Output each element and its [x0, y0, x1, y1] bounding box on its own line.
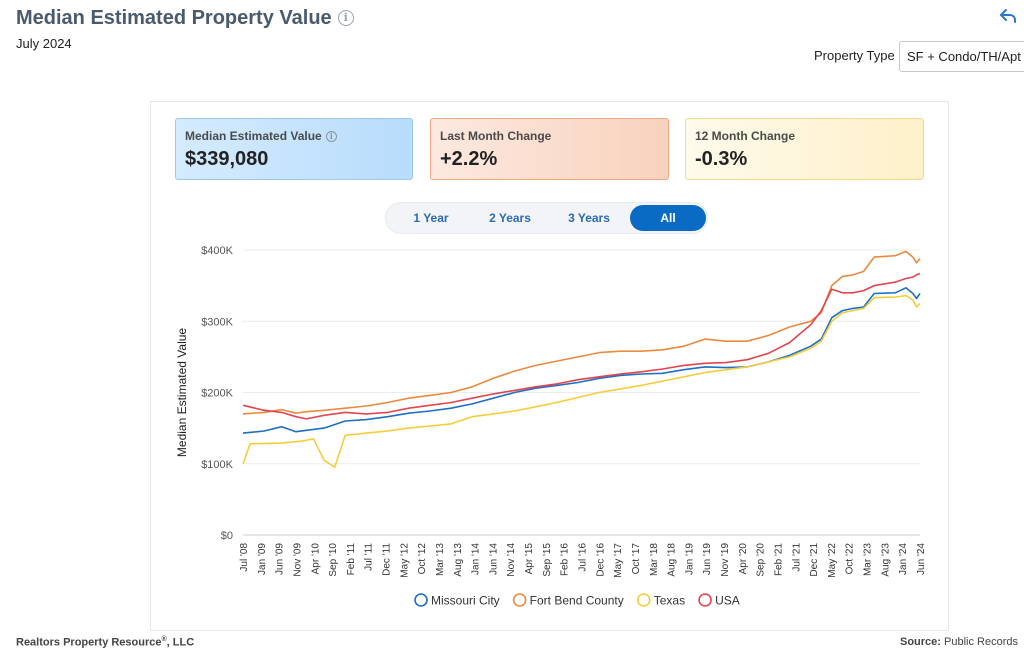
x-tick-label: Oct '22 [845, 543, 856, 575]
x-tick-label: Feb '21 [773, 543, 784, 576]
x-tick-label: Mar '23 [863, 543, 874, 576]
y-axis-label: Median Estimated Value [175, 328, 189, 458]
median-value: $339,080 [185, 148, 269, 170]
x-tick-label: Jan '24 [898, 543, 909, 575]
x-tick-label: Dec '21 [809, 543, 820, 577]
x-tick-label: Nov '19 [720, 543, 731, 577]
page-subtitle: July 2024 [16, 36, 72, 51]
last-month-change-value: +2.2% [440, 148, 498, 170]
x-tick-label: May '22 [827, 543, 838, 578]
x-tick-label: Jul '21 [791, 543, 802, 572]
legend-label-fort-bend-county: Fort Bend County [530, 594, 624, 608]
x-tick-label: Feb '16 [560, 543, 571, 576]
info-icon[interactable]: i [325, 131, 337, 142]
tab-3-years[interactable]: 3 Years [568, 211, 610, 225]
last-month-change-card: Last Month Change +2.2% [430, 118, 669, 180]
x-tick-label: May '12 [399, 543, 410, 578]
x-tick-label: Jun '24 [916, 543, 927, 575]
y-tick-label: $400K [201, 245, 233, 257]
chart-panel [150, 101, 949, 631]
legend-label-missouri-city: Missouri City [431, 594, 500, 608]
legend-marker-fort-bend-county [512, 593, 527, 607]
x-tick-label: Sep '20 [756, 543, 767, 577]
x-tick-label: Jan '19 [684, 543, 695, 575]
x-tick-label: Aug '13 [453, 543, 464, 577]
x-tick-label: Jul '16 [578, 543, 589, 572]
tab-1-year[interactable]: 1 Year [413, 211, 449, 225]
series-line-fort-bend-county [242, 250, 921, 415]
y-tick-label: $200K [201, 388, 233, 400]
page-title-text: Median Estimated Property Value [16, 7, 332, 29]
range-tabs: 1 Year 2 Years 3 Years All [385, 202, 708, 234]
y-tick-label: $0 [221, 530, 233, 542]
x-tick-label: Dec '11 [382, 543, 393, 576]
legend-marker-missouri-city [414, 593, 428, 607]
x-tick-label: Aug '18 [667, 543, 678, 577]
x-tick-label: Sep '10 [328, 543, 339, 577]
x-tick-label: Nov '14 [506, 543, 517, 577]
x-tick-label: Sep '15 [542, 543, 553, 577]
x-tick-label: Dec '16 [595, 543, 606, 577]
legend-marker-texas [636, 593, 651, 607]
series-line-usa [242, 272, 921, 420]
legend-label-usa: USA [715, 594, 740, 608]
series-line-missouri-city [242, 287, 921, 434]
y-tick-label: $300K [201, 316, 233, 328]
x-tick-label: Jun '14 [488, 543, 499, 575]
tab-2-years[interactable]: 2 Years [489, 211, 531, 225]
x-tick-label: Apr '15 [524, 543, 535, 575]
x-tick-label: Apr '10 [310, 543, 321, 575]
legend-marker-usa [698, 593, 712, 607]
median-value-label: Median Estimated Value i [185, 129, 403, 143]
x-tick-label: Mar '18 [649, 543, 660, 576]
info-icon[interactable]: i [337, 10, 354, 26]
x-tick-label: Jan '14 [471, 543, 482, 575]
footer-company: Realtors Property Resource®, LLC [16, 636, 195, 649]
x-tick-label: Mar '13 [435, 543, 446, 576]
share-icon[interactable] [998, 6, 1018, 26]
x-tick-label: May '17 [613, 543, 624, 578]
x-tick-label: Jul '08 [239, 543, 250, 572]
twelve-month-change-label: 12 Month Change [695, 129, 796, 143]
x-tick-label: Jun '19 [702, 543, 713, 575]
x-tick-label: Apr '20 [738, 543, 749, 575]
median-value-card: Median Estimated Value i $339,080 [175, 118, 413, 180]
x-tick-label: Nov '09 [292, 543, 303, 577]
property-type-select[interactable]: SF + Condo/TH/Apt [899, 41, 1024, 72]
twelve-month-change-card: 12 Month Change -0.3% [685, 118, 924, 180]
y-tick-label: $100K [201, 459, 233, 471]
x-tick-label: Feb '11 [346, 543, 357, 576]
x-tick-label: Oct '17 [631, 543, 642, 575]
footer-source: Source: Public Records [899, 636, 1018, 648]
last-month-change-label: Last Month Change [440, 129, 552, 143]
twelve-month-change-value: -0.3% [695, 148, 748, 170]
x-tick-label: Oct '12 [417, 543, 428, 575]
property-type-label: Property Type [814, 48, 895, 63]
legend-label-texas: Texas [654, 594, 685, 608]
x-tick-label: Aug '23 [880, 543, 891, 577]
series-line-texas [242, 294, 921, 469]
x-tick-label: Jun '09 [275, 543, 286, 575]
x-tick-label: Jul '11 [364, 543, 375, 571]
page-title: Median Estimated Property Value i [16, 7, 354, 30]
tab-all[interactable]: All [630, 205, 706, 231]
x-tick-label: Jan '09 [257, 543, 268, 575]
